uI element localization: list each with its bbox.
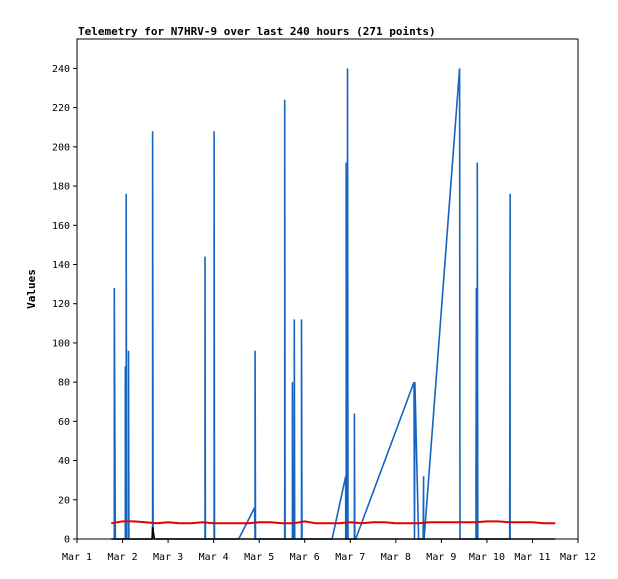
y-tick-label: 100 xyxy=(52,338,70,349)
x-tick-label: Mar 2 xyxy=(107,552,137,563)
y-axis: 0 20 40 60 80 100 120 140 160 180 200 220 240 xyxy=(52,64,77,546)
y-tick-label: 40 xyxy=(58,456,70,467)
x-tick-label: Mar 9 xyxy=(426,552,456,563)
y-tick-label: 0 xyxy=(64,535,70,546)
x-tick-label: Mar 12 xyxy=(560,552,596,563)
y-tick-label: 180 xyxy=(52,182,70,193)
y-tick-label: 160 xyxy=(52,221,70,232)
series-line-2 xyxy=(111,520,556,525)
x-axis: Mar 1 Mar 2 Mar 3 Mar 4 Mar 5 Mar 6 Mar 7 Mar 8… xyxy=(62,539,596,563)
x-tick-label: Mar 8 xyxy=(381,552,411,563)
y-tick-label: 240 xyxy=(52,64,70,75)
x-tick-label: Mar 10 xyxy=(469,552,505,563)
y-tick-label: 80 xyxy=(58,378,70,389)
y-tick-label: 20 xyxy=(58,495,70,506)
x-tick-label: Mar 3 xyxy=(153,552,183,563)
x-tick-label: Mar 11 xyxy=(514,552,550,563)
y-tick-label: 220 xyxy=(52,103,70,114)
plot-area xyxy=(76,38,579,540)
y-tick-label: 60 xyxy=(58,417,70,428)
y-tick-label: 140 xyxy=(52,260,70,271)
y-tick-label: 200 xyxy=(52,142,70,153)
series-line-3 xyxy=(111,527,556,540)
series-layer xyxy=(111,68,556,540)
x-tick-label: Mar 4 xyxy=(199,552,229,563)
y-axis-label: Values xyxy=(25,269,38,309)
chart-title: Telemetry for N7HRV-9 over last 240 hour… xyxy=(78,25,436,38)
x-tick-label: Mar 5 xyxy=(244,552,274,563)
x-tick-label: Mar 7 xyxy=(335,552,365,563)
x-tick-label: Mar 1 xyxy=(62,552,92,563)
x-tick-label: Mar 6 xyxy=(290,552,320,563)
y-tick-label: 120 xyxy=(52,299,70,310)
